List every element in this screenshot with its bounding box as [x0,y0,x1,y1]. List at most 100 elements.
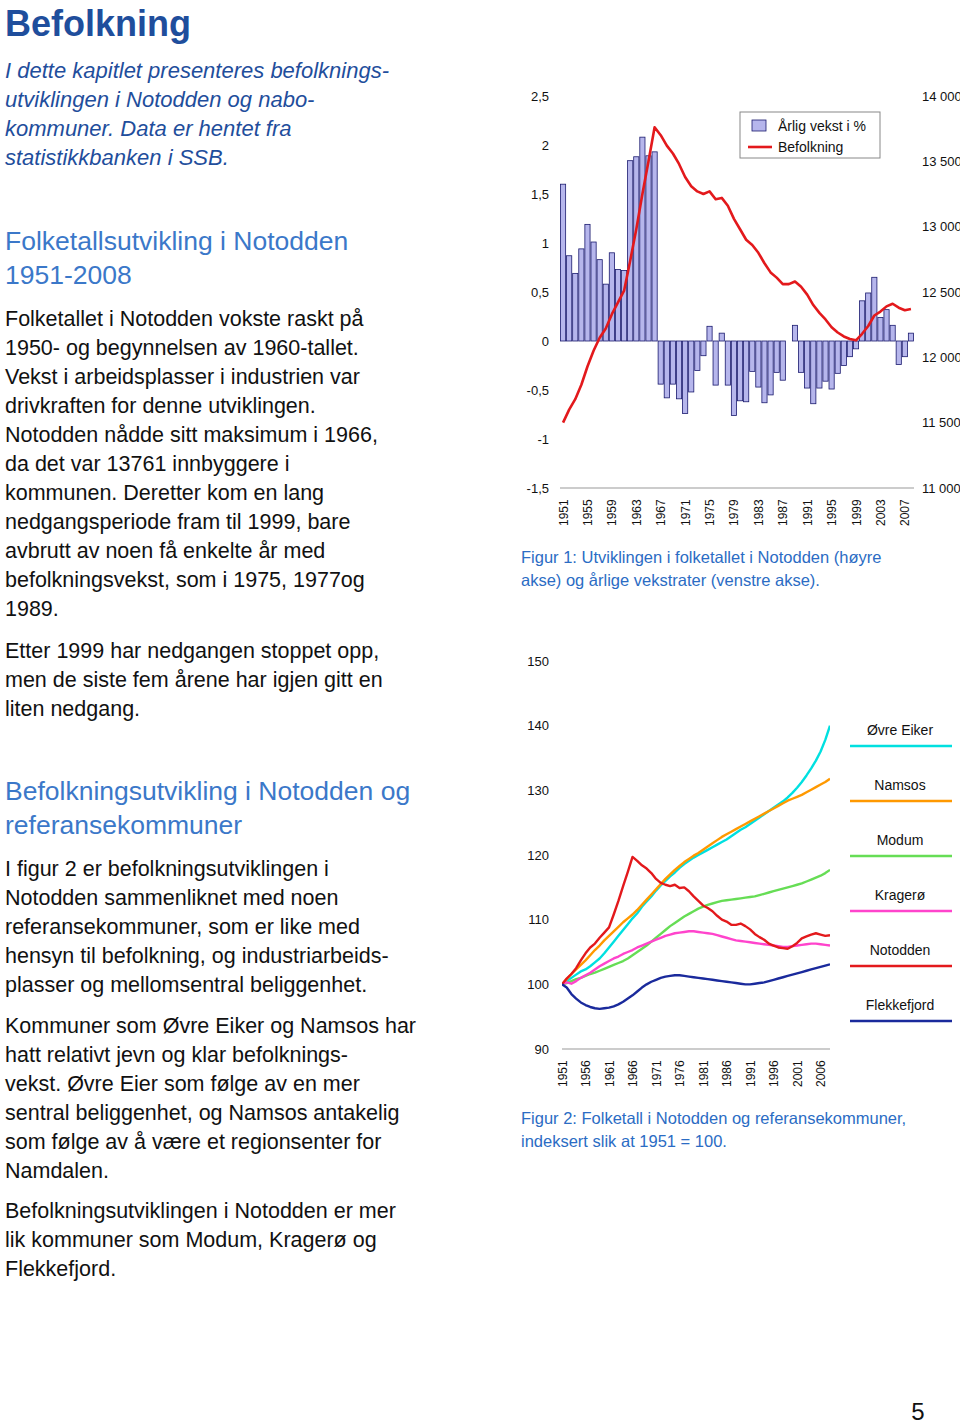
body-line: plasser og mellomsentral beliggenhet. [5,973,367,997]
series-line [562,779,830,985]
body-line: Notodden nådde sitt maksimum i 1966, [5,423,378,447]
bar [609,253,614,341]
x-axis-line [562,1049,830,1050]
intro-line: utviklingen i Notodden og nabo- [5,87,314,112]
legend-label: Modum [877,832,924,848]
legend-label: Øvre Eiker [867,722,933,738]
body-line: Notodden sammenliknet med noen [5,886,338,910]
body-line: Namdalen. [5,1159,109,1183]
y-tick-label: 100 [527,977,549,992]
body-line: lik kommuner som Modum, Kragerø og [5,1228,377,1252]
chart: 9010011012013014015019511956196119661971… [527,654,952,1088]
y-tick-label: -1,5 [527,481,549,496]
series-line [562,964,830,1009]
bar [683,341,688,414]
bar [792,325,797,341]
bar [634,157,639,341]
x-axis-line [560,488,914,489]
x-tick-label: 1975 [703,499,717,526]
bar [890,325,895,341]
y-tick-label: 1,5 [531,187,549,202]
bar [811,341,816,404]
bar [805,341,810,388]
figure-caption: Figur 2: Folketall i Notodden og referan… [521,1109,906,1127]
bar [841,341,846,366]
y-tick-label: 0 [542,334,549,349]
series-line [562,857,830,984]
body-line: nedgangsperiode fram til 1999, bare [5,510,350,534]
x-tick-label: 1983 [752,499,766,526]
bar [866,293,871,341]
figure-caption: Figur 1: Utviklingen i folketallet i Not… [521,548,881,566]
legend-box [740,112,880,158]
x-tick-label: 1951 [556,1060,570,1087]
body-line: Folketallet i Notodden vokste raskt på [5,307,364,331]
y2-tick-label: 11 500 [922,415,960,430]
bar [676,341,681,399]
body-line: avbrutt av noen få enkelte år med [5,539,325,563]
body-line: 1950- og begynnelsen av 1960-tallet. [5,336,359,360]
y2-tick-label: 13 500 [922,154,960,169]
legend: Øvre EikerNamsosModumKragerøNotoddenFlek… [850,722,952,1021]
chart: -1,5-1-0,500,511,522,511 00011 50012 000… [527,89,960,527]
bar [585,224,590,341]
legend-swatch [850,745,952,747]
x-tick-label: 1971 [650,1060,664,1087]
bar [579,249,584,341]
body-line: Kommuner som Øvre Eiker og Namsos har [5,1014,416,1038]
legend-swatch [748,146,772,149]
intro-line: I dette kapitlet presenteres befolknings… [5,58,389,83]
bar [737,341,742,401]
x-tick-label: 1955 [581,499,595,526]
bar [701,341,706,356]
y-tick-label: 2 [542,138,549,153]
bar [902,341,907,357]
body-line: Flekkefjord. [5,1257,116,1281]
bar [853,341,858,349]
bar [780,341,785,380]
page: Befolkning I dette kapitlet presenteres b… [0,0,960,1424]
bar [835,341,840,373]
x-tick-label: 1959 [605,499,619,526]
body-line: hatt relativt jevn og klar befolknings- [5,1043,348,1067]
y-tick-label: 0,5 [531,285,549,300]
legend-label: Årlig vekst i % [778,118,866,134]
figure-caption: akse) og årlige vekstrater (venstre akse… [521,571,820,589]
plot-marks [562,726,830,1009]
x-tick-label: 1999 [850,499,864,526]
legend-swatch [850,855,952,857]
legend-swatch [850,910,952,912]
x-tick-label: 1976 [673,1060,687,1087]
body-line: som følge av å være et regionsenter for [5,1130,381,1154]
x-tick-label: 2006 [814,1060,828,1087]
intro-line: kommuner. Data er hentet fra [5,116,292,141]
x-tick-label: 1971 [679,499,693,526]
y-tick-label: 130 [527,783,549,798]
x-tick-label: 2003 [874,499,888,526]
bar [591,242,596,341]
bar [884,310,889,341]
x-tick-label: 1986 [720,1060,734,1087]
x-tick-label: 1996 [767,1060,781,1087]
page-title: Befolkning [5,3,191,44]
x-tick-label: 1979 [727,499,741,526]
bar [798,341,803,372]
bar [567,256,572,341]
legend-label: Namsos [874,777,925,793]
page-number: 5 [911,1398,924,1424]
bar [689,341,694,392]
body-line: men de siste fem årene har igjen gitt en [5,668,383,692]
x-tick-label: 1967 [654,499,668,526]
body-line: referansekommuner, som er like med [5,915,360,939]
body-line: sentral beliggenhet, og Namsos antakelig [5,1101,399,1125]
y2-tick-label: 14 000 [922,89,960,104]
x-tick-label: 1987 [776,499,790,526]
legend-label: Flekkefjord [866,997,934,1013]
body-line: hensyn til befolkning, og industriarbeid… [5,944,389,968]
bar [664,341,669,398]
body-line: drivkraften for denne utviklingen. [5,394,316,418]
x-tick-label: 1991 [801,499,815,526]
bar [908,333,913,341]
bar [707,326,712,341]
bar [658,341,663,384]
